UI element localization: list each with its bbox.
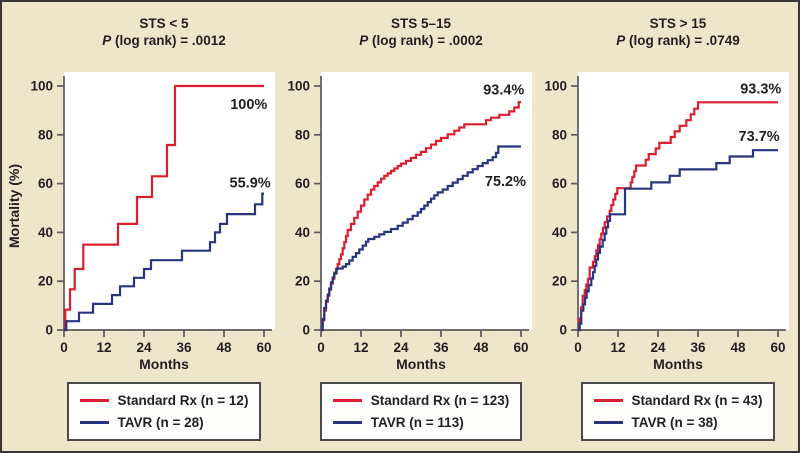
- p-value-text: (log rank) = .0012: [111, 33, 226, 48]
- svg-text:60: 60: [770, 340, 785, 355]
- svg-text:80: 80: [552, 127, 567, 142]
- svg-text:80: 80: [295, 127, 310, 142]
- svg-text:40: 40: [552, 225, 567, 240]
- svg-text:0: 0: [45, 323, 53, 338]
- svg-text:24: 24: [136, 340, 152, 355]
- standard-rx-line-swatch: [332, 398, 362, 402]
- panel-title-group: STS < 5: [139, 16, 189, 31]
- km-curve-chart-sts-gt-15: 0 20 40 60 80 100 0 12 24 36 48 60 Months 93.3% 73.7%: [544, 72, 789, 372]
- svg-text:Months: Months: [139, 356, 189, 372]
- svg-text:55.9%: 55.9%: [230, 175, 271, 191]
- tavr-line-swatch: [593, 420, 623, 424]
- panel-sts-lt-5: STS < 5 P (log rank) = .0012 0 20 40 60 80 10…: [22, 2, 279, 451]
- svg-text:12: 12: [96, 340, 111, 355]
- svg-text:100: 100: [287, 79, 310, 94]
- svg-text:60: 60: [295, 176, 310, 191]
- svg-text:60: 60: [513, 340, 528, 355]
- legend-item-tavr: TAVR (n = 38): [593, 411, 763, 433]
- panel-title-pvalue: P (log rank) = .0749: [578, 32, 778, 49]
- panel-title-pvalue: P (log rank) = .0002: [321, 32, 521, 49]
- tavr-line-swatch: [79, 420, 109, 424]
- p-symbol: P: [359, 33, 369, 48]
- legend: Standard Rx (n = 12) TAVR (n = 28): [66, 382, 262, 441]
- svg-text:0: 0: [302, 323, 310, 338]
- legend-container: Standard Rx (n = 43) TAVR (n = 38): [578, 382, 778, 441]
- svg-text:24: 24: [393, 340, 409, 355]
- legend-label-standard-rx: Standard Rx (n = 43): [631, 392, 763, 408]
- svg-text:Months: Months: [396, 356, 446, 372]
- svg-text:12: 12: [353, 340, 368, 355]
- svg-text:48: 48: [216, 340, 232, 355]
- svg-text:60: 60: [552, 176, 567, 191]
- legend-container: Standard Rx (n = 123) TAVR (n = 113): [319, 382, 523, 441]
- panel-sts-gt-15: STS > 15 P (log rank) = .0749 0 20 40 60 80 1…: [536, 2, 793, 451]
- legend-item-tavr: TAVR (n = 28): [79, 411, 249, 433]
- panel-title-group: STS > 15: [649, 16, 707, 31]
- svg-text:12: 12: [610, 340, 625, 355]
- km-curve-chart-sts-5-15: 0 20 40 60 80 100 0 12 24 36 48 60 Months 93.4% 75.2%: [287, 72, 532, 372]
- legend-label-tavr: TAVR (n = 38): [631, 414, 718, 430]
- standard-rx-line-swatch: [593, 398, 623, 402]
- svg-text:0: 0: [317, 340, 325, 355]
- legend: Standard Rx (n = 123) TAVR (n = 113): [319, 382, 523, 441]
- svg-text:20: 20: [38, 274, 53, 289]
- svg-text:36: 36: [433, 340, 449, 355]
- svg-text:Months: Months: [653, 356, 703, 372]
- panel-title-group: STS 5–15: [390, 16, 452, 31]
- legend-label-standard-rx: Standard Rx (n = 123): [370, 392, 510, 408]
- legend-label-standard-rx: Standard Rx (n = 12): [117, 392, 249, 408]
- p-symbol: P: [102, 33, 112, 48]
- km-curve-chart-sts-lt-5: 0 20 40 60 80 100 0 12 24 36 48 60 Months 100% 55.9%: [30, 72, 275, 372]
- svg-text:60: 60: [38, 176, 53, 191]
- legend-label-tavr: TAVR (n = 28): [117, 414, 204, 430]
- svg-text:48: 48: [730, 340, 746, 355]
- svg-text:100: 100: [30, 79, 53, 94]
- svg-text:20: 20: [552, 274, 567, 289]
- legend-container: Standard Rx (n = 12) TAVR (n = 28): [64, 382, 264, 441]
- y-axis-title: Mortality (%): [6, 164, 22, 248]
- p-value-text: (log rank) = .0002: [368, 33, 483, 48]
- tavr-line-swatch: [332, 420, 362, 424]
- panel-title: STS > 15 P (log rank) = .0749: [578, 2, 778, 60]
- p-symbol: P: [616, 33, 626, 48]
- svg-text:36: 36: [176, 340, 192, 355]
- legend-item-standard-rx: Standard Rx (n = 12): [79, 389, 249, 411]
- svg-text:93.3%: 93.3%: [740, 81, 781, 97]
- panel-title-pvalue: P (log rank) = .0012: [64, 32, 264, 49]
- svg-text:0: 0: [574, 340, 582, 355]
- svg-text:36: 36: [690, 340, 706, 355]
- svg-text:20: 20: [295, 274, 310, 289]
- legend: Standard Rx (n = 43) TAVR (n = 38): [580, 382, 776, 441]
- svg-text:0: 0: [559, 323, 567, 338]
- legend-label-tavr: TAVR (n = 113): [370, 414, 464, 430]
- legend-item-standard-rx: Standard Rx (n = 43): [593, 389, 763, 411]
- svg-text:80: 80: [38, 127, 53, 142]
- p-value-text: (log rank) = .0749: [625, 33, 740, 48]
- svg-text:60: 60: [256, 340, 271, 355]
- panel-title: STS 5–15 P (log rank) = .0002: [321, 2, 521, 60]
- legend-item-standard-rx: Standard Rx (n = 123): [332, 389, 510, 411]
- svg-text:40: 40: [38, 225, 53, 240]
- svg-text:73.7%: 73.7%: [739, 129, 780, 145]
- svg-text:100%: 100%: [230, 97, 267, 113]
- svg-text:75.2%: 75.2%: [485, 174, 526, 190]
- svg-text:24: 24: [650, 340, 666, 355]
- svg-text:100: 100: [544, 79, 567, 94]
- panel-title: STS < 5 P (log rank) = .0012: [64, 2, 264, 60]
- svg-text:93.4%: 93.4%: [483, 83, 524, 99]
- legend-item-tavr: TAVR (n = 113): [332, 411, 509, 433]
- standard-rx-line-swatch: [79, 398, 109, 402]
- panel-sts-5-15: STS 5–15 P (log rank) = .0002 0 20 40 60 80 1…: [279, 2, 536, 451]
- svg-text:40: 40: [295, 225, 310, 240]
- svg-text:0: 0: [60, 340, 68, 355]
- svg-text:48: 48: [473, 340, 489, 355]
